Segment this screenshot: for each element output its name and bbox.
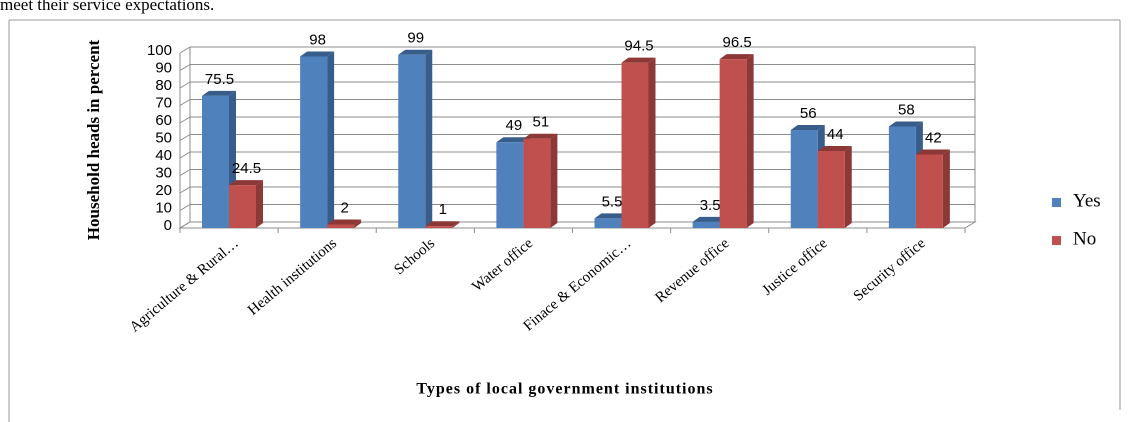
- bar-top: [915, 149, 950, 155]
- value-label: 44: [827, 126, 844, 143]
- bar: [425, 226, 453, 228]
- value-label: 3.5: [700, 197, 721, 214]
- value-label: 49: [506, 117, 523, 134]
- y-tick-label: 70: [155, 94, 172, 111]
- bar-side: [354, 219, 362, 228]
- y-tick-label: 20: [155, 182, 172, 199]
- value-label: 96.5: [723, 34, 752, 51]
- bar: [496, 142, 524, 228]
- bar-top: [692, 216, 727, 222]
- value-label: 2: [340, 199, 348, 216]
- legend-label: No: [1073, 228, 1096, 249]
- bar: [523, 138, 551, 228]
- y-tick-label: 90: [155, 59, 172, 76]
- bar: [790, 130, 818, 228]
- x-tick-label: Finace & Economic…: [521, 235, 635, 334]
- x-tick-label: Security office: [851, 235, 929, 304]
- value-label: 58: [898, 101, 915, 118]
- grid-line: [179, 151, 191, 159]
- bar: [229, 185, 256, 228]
- value-label: 1: [439, 201, 447, 218]
- bar-top: [398, 49, 433, 55]
- bar: [719, 59, 747, 228]
- bar-side: [256, 180, 263, 228]
- x-tick-label: Agriculture & Rural…: [127, 235, 242, 335]
- bar-top: [327, 219, 362, 225]
- x-axis-title: Types of local government institutions: [416, 381, 713, 398]
- bar: [594, 218, 622, 228]
- bar-side: [327, 51, 335, 228]
- value-label: 98: [309, 31, 326, 48]
- x-tick-label: Revenue office: [653, 235, 733, 306]
- y-tick-label: 80: [155, 77, 172, 94]
- value-label: 94.5: [624, 38, 653, 55]
- bar-top: [229, 180, 263, 186]
- value-label: 24.5: [232, 160, 261, 177]
- bar: [202, 95, 229, 228]
- grid-line: [179, 134, 191, 141]
- value-label: 75.5: [205, 71, 234, 88]
- y-tick-label: 0: [164, 217, 172, 234]
- y-tick-label: 60: [155, 112, 172, 129]
- bar-side: [844, 146, 852, 228]
- bar-top: [790, 125, 825, 130]
- grid-line: [179, 46, 191, 54]
- bar-top: [523, 133, 558, 139]
- x-tick-label: Justice office: [760, 235, 831, 298]
- bar-top: [425, 221, 460, 227]
- y-tick-label: 50: [155, 129, 172, 146]
- floor: [178, 221, 977, 229]
- bar-top: [621, 57, 656, 63]
- header-text: meet their service expectations.: [0, 0, 214, 14]
- bar-side: [942, 149, 950, 228]
- bar-top: [496, 137, 531, 143]
- legend-label: Yes: [1073, 190, 1101, 211]
- bar: [888, 126, 916, 228]
- bar-top: [719, 54, 754, 60]
- grid-line: [179, 221, 191, 229]
- bar: [817, 151, 845, 228]
- bar-side: [746, 54, 754, 228]
- value-label: 51: [533, 114, 550, 131]
- bar: [692, 221, 720, 228]
- bar: [398, 54, 426, 228]
- bar-top: [202, 90, 236, 96]
- x-tick-label: Water office: [469, 235, 536, 295]
- value-label: 42: [925, 129, 942, 146]
- y-tick-label: 40: [155, 147, 172, 164]
- bar-top: [300, 51, 335, 57]
- bar: [327, 224, 355, 228]
- x-tick-label: Health institutions: [245, 235, 340, 318]
- bar-top: [817, 146, 852, 151]
- value-label: 99: [407, 30, 424, 47]
- grid-line: [179, 99, 191, 106]
- legend-swatch: [1052, 236, 1061, 245]
- y-tick-label: 100: [147, 42, 172, 59]
- bar-side: [648, 57, 656, 228]
- bar: [300, 56, 328, 228]
- grid-line: [179, 81, 191, 89]
- value-label: 56: [800, 105, 817, 122]
- y-tick-label: 10: [155, 199, 172, 216]
- x-tick-label: Schools: [391, 235, 438, 278]
- bar-side: [452, 221, 460, 228]
- legend-swatch: [1052, 198, 1061, 207]
- grid-line: [179, 204, 191, 211]
- bar-top: [888, 121, 923, 127]
- value-label: 5.5: [602, 193, 623, 210]
- grid-line: [179, 116, 191, 124]
- bar-top: [594, 213, 629, 219]
- bar: [621, 62, 649, 228]
- grid-line: [179, 186, 191, 194]
- bar: [915, 154, 943, 228]
- grid-line: [179, 169, 191, 176]
- grid-line: [179, 64, 191, 71]
- y-axis-title: Household heads in percent: [84, 39, 103, 240]
- bar-side: [425, 49, 433, 228]
- bar-side: [550, 133, 558, 228]
- y-tick-label: 30: [155, 164, 172, 181]
